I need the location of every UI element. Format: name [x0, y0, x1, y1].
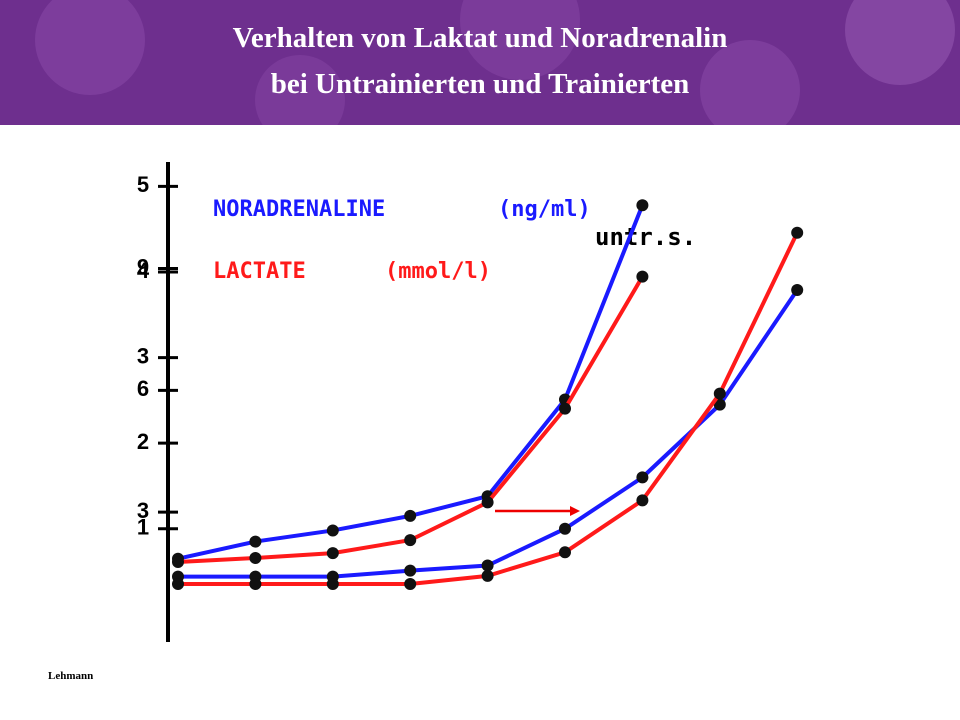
data-point — [791, 226, 804, 239]
data-point — [636, 270, 649, 283]
decor — [845, 0, 955, 85]
title: Verhalten von Laktat und Noradrenalin — [232, 22, 728, 54]
data-point — [559, 546, 571, 559]
data-point — [404, 509, 417, 522]
header-decor — [35, 0, 955, 125]
data-point — [559, 402, 571, 415]
legend-label: NORADRENALINE — [213, 197, 385, 222]
data-point — [404, 577, 417, 590]
data-point — [481, 559, 494, 572]
y-tick-label: 5 — [137, 172, 149, 197]
data-point — [249, 577, 262, 590]
y-tick-label: 2 — [137, 429, 149, 454]
data-point — [326, 547, 339, 560]
data-point — [791, 283, 804, 296]
decor — [700, 40, 800, 125]
data-point — [636, 471, 649, 484]
data-point — [326, 577, 339, 590]
data-point — [404, 564, 417, 577]
legend-unit: (mmol/l) — [385, 259, 491, 284]
annotation: untr.s. — [595, 223, 696, 251]
y-tick-label: 6 — [137, 376, 149, 401]
decor — [255, 55, 345, 125]
y-tick-label: 3 — [137, 343, 149, 368]
data-point — [404, 534, 417, 547]
data-point — [713, 398, 726, 411]
data-point — [249, 535, 262, 548]
data-point — [636, 494, 649, 507]
data-point — [559, 522, 571, 535]
data-point — [326, 524, 339, 537]
credit: Lehmann — [48, 670, 94, 682]
decor — [460, 0, 580, 80]
legend-label: LACTATE — [213, 259, 306, 284]
data-point — [249, 551, 262, 564]
data-point — [481, 496, 494, 509]
series-line — [178, 231, 800, 586]
y-tick-label: 9 — [137, 254, 149, 279]
data-point — [172, 577, 184, 590]
title: bei Untrainierten und Trainierten — [270, 68, 690, 100]
arrow-head — [570, 506, 580, 516]
series-line — [178, 288, 799, 579]
y-tick-label: 4 — [137, 258, 150, 283]
data-point — [481, 569, 494, 582]
y-tick-label: 3 — [137, 498, 149, 523]
data-point — [636, 199, 649, 212]
data-point — [172, 556, 184, 569]
header: Verhalten von Laktat und Noradrenalin be… — [0, 0, 960, 125]
legend-unit: (ng/ml) — [498, 197, 591, 222]
data-point — [713, 387, 726, 400]
decor — [35, 0, 145, 95]
y-tick-label: 1 — [137, 515, 149, 540]
